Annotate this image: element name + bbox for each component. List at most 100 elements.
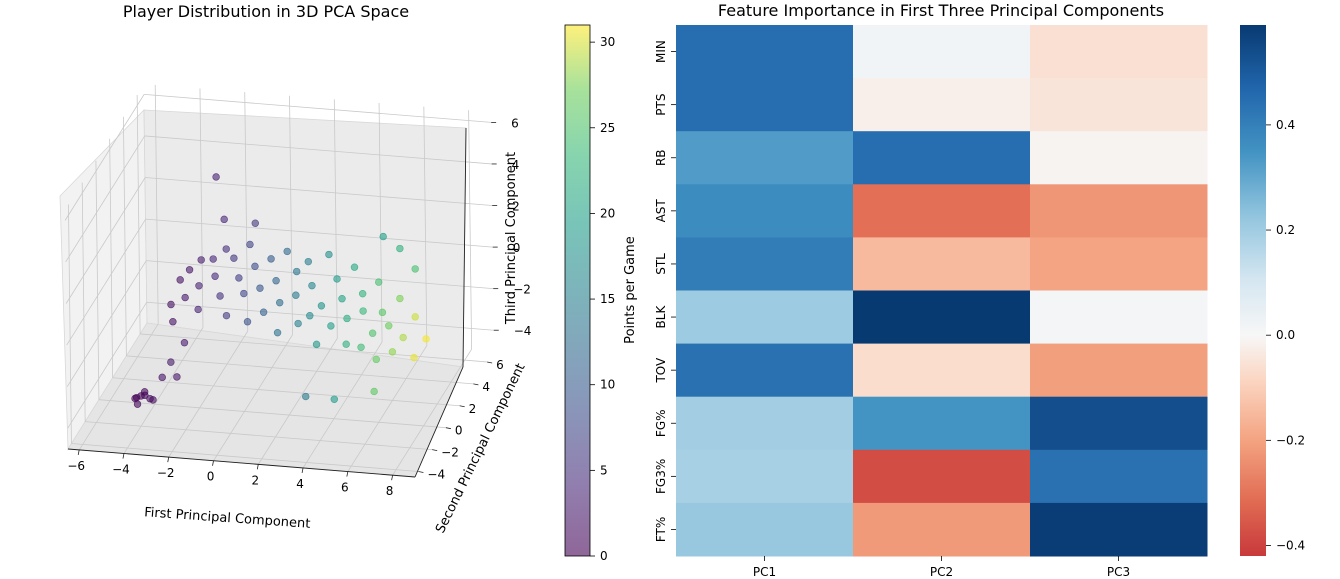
scatter-point [185,266,194,274]
scatter-point [272,277,280,285]
grid-line-z [66,218,147,346]
x-tick-label: −2 [157,466,175,480]
scatter-point [302,392,310,401]
points-colorbar-tick-label: 30 [600,35,615,49]
scatter-point [267,255,275,263]
z-tick-label: −4 [514,324,532,338]
scatter-point [133,400,142,408]
grid-line-z [144,135,492,165]
x-tick-mark [346,471,349,477]
scatter-point [396,244,404,253]
grid-line-x [333,99,338,339]
y-tick-mark [418,471,424,473]
heatmap-cell [853,25,1031,79]
points-colorbar: 0 5 10 15 20 25 30 Points per Game [564,24,638,563]
heatmap-column-label: PC3 [1107,565,1130,579]
points-colorbar-tick-label: 15 [600,292,615,306]
scatter-point [158,373,166,382]
z-axis-label: Third Principal Component [504,152,519,325]
heatmap-cell [1030,237,1208,291]
scatter-point [230,254,238,262]
grid-line-y [71,443,419,472]
scatter-point [325,250,333,259]
heatmap-cell [853,396,1031,451]
grid-line-x [289,95,293,335]
grid-line-z [145,177,493,206]
scatter-point [222,311,231,320]
x-tick-mark [167,457,170,463]
grid-line-y [112,377,460,407]
grid-line-x [302,341,383,469]
scatter-point [292,267,301,276]
scatter-point [411,313,419,321]
grid-line-z [67,302,148,429]
scatter-point [173,373,181,381]
scatter-point [343,314,351,323]
heatmap-row-label: MIN [654,40,668,63]
grid-line-z [64,94,145,221]
heatmap-column-label: PC2 [930,565,953,579]
scatter-gridlines [64,84,494,476]
scatter-point [292,291,300,299]
scatter-point [181,293,189,302]
x-tick-mark [212,460,214,466]
heatmap-cell [676,343,854,398]
heatmap-row-label: PTS [654,94,668,116]
heatmap-cell [853,237,1031,291]
heatmap-row-label: BLK [654,305,668,329]
grid-line-y [85,421,433,451]
scatter-point [312,340,321,349]
scatter-point [251,262,259,271]
scatter-point [378,308,387,317]
heatmap-colorbar-tick-label: 0.2 [1276,223,1295,237]
points-colorbar-tick-label: 0 [600,549,608,563]
scatter-point [141,391,149,400]
scatter-point [342,340,350,348]
x-tick-label: 8 [386,484,394,498]
grid-line-x [392,348,472,476]
grid-line-y [136,94,141,334]
x-tick-label: 0 [207,470,215,484]
scatter-points [131,173,430,408]
points-colorbar-gradient [565,25,590,556]
scatter-point [216,292,224,300]
points-colorbar-tick-label: 20 [600,206,615,220]
scatter-point [176,276,184,284]
heatmap-cell [1030,131,1208,185]
x-axis-label: First Principal Component [144,505,311,532]
scatter-title: Player Distribution in 3D PCA Space [123,2,409,21]
scatter-point [327,322,335,330]
scatter-point [276,298,284,307]
scatter-point [246,240,254,249]
z-tick-label: 6 [511,116,519,130]
scatter-point [350,263,359,271]
grid-line-x [199,88,204,328]
scatter-point [220,215,228,224]
grid-line-x [244,92,249,332]
grid-line-z [65,177,146,304]
heatmap-row-label: RB [654,149,668,166]
heatmap-cell [676,502,854,557]
grid-line-x [168,330,249,458]
grid-line-y [98,399,446,429]
y-tick-label: 0 [455,424,463,438]
scatter-point [251,219,259,227]
x-tick-label: 4 [296,477,304,491]
scatter-point [411,265,419,273]
y-tick-label: 4 [482,380,490,394]
scatter-point [338,295,346,303]
grid-line-x [347,345,428,472]
y-tick-label: −2 [441,446,459,460]
heatmap-cell [676,396,854,451]
heatmap-cell [853,343,1031,398]
heatmap-cell [676,131,854,185]
z-ticks: −4 −2 0 2 4 6 [491,116,531,338]
z-tick-label: 4 [512,158,520,172]
y-tick-mark [459,405,465,408]
scatter-point [283,247,291,256]
scatter-3d-panel: Player Distribution in 3D PCA Space −6 −4… [59,2,531,536]
heatmap-colorbar-tick-label: −0.4 [1276,538,1305,552]
scatter-point [317,302,326,310]
scatter-point [422,335,430,343]
heatmap-cell [1030,396,1208,451]
